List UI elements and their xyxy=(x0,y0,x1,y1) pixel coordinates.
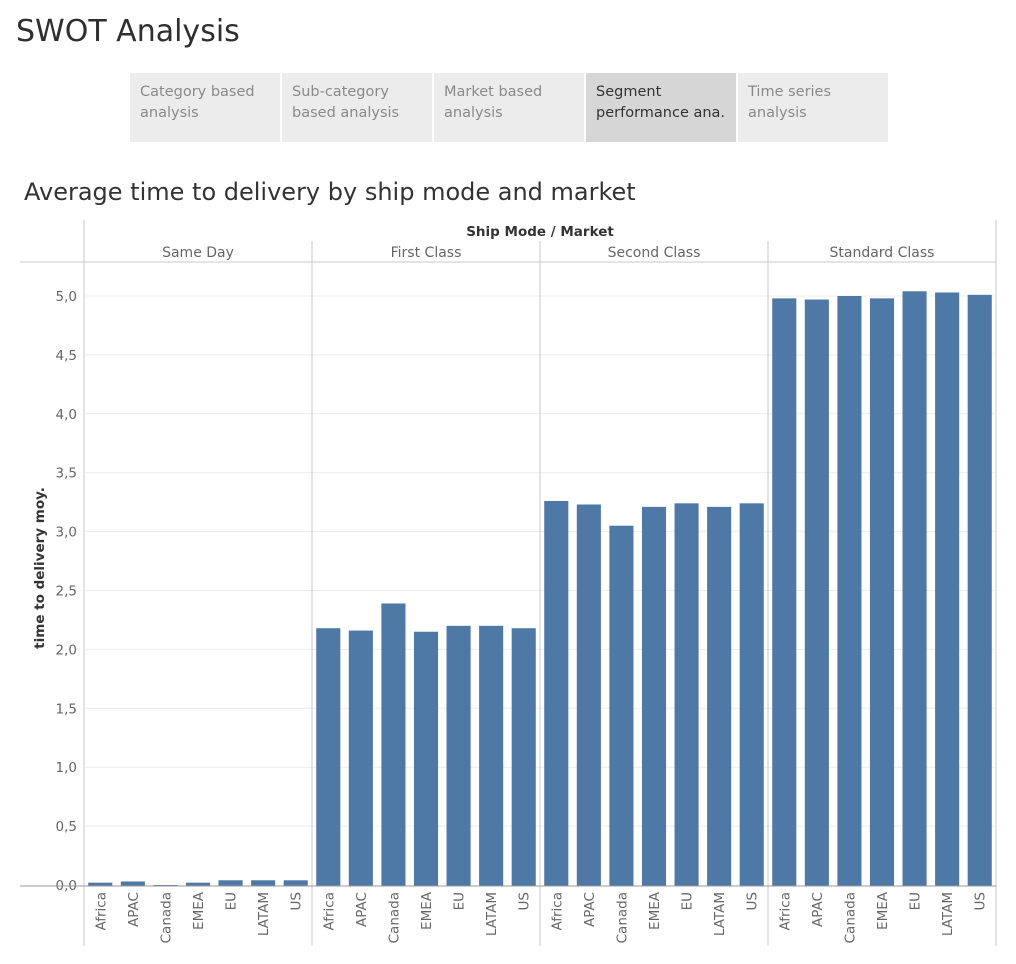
x-tick-label: EU xyxy=(680,892,696,910)
bar-second-class-apac xyxy=(576,504,601,886)
tab-label-line2: analysis xyxy=(748,105,807,121)
x-tick-label: US xyxy=(517,892,533,910)
group-label: Same Day xyxy=(162,245,234,261)
y-tick-label: 4,0 xyxy=(56,407,77,423)
x-tick-label: EMEA xyxy=(875,891,891,930)
x-tick-label: Africa xyxy=(777,892,793,931)
x-tick-label: LATAM xyxy=(256,892,272,936)
chart-title: Average time to delivery by ship mode an… xyxy=(24,178,636,206)
bar-standard-class-emea xyxy=(869,298,895,887)
x-tick-label: EMEA xyxy=(419,891,435,930)
y-tick-label: 5,0 xyxy=(56,289,77,305)
tab-label-line2: analysis xyxy=(140,105,199,121)
bar-standard-class-latam xyxy=(935,292,960,886)
y-tick-label: 3,5 xyxy=(56,466,77,482)
x-tick-label: EU xyxy=(452,892,468,910)
bar-first-class-apac xyxy=(348,630,373,886)
x-tick-label: EU xyxy=(224,892,240,910)
bar-first-class-canada xyxy=(381,603,406,886)
y-tick-label: 3,0 xyxy=(56,525,77,541)
bar-first-class-eu xyxy=(446,625,471,886)
dashboard-title: SWOT Analysis xyxy=(16,14,240,49)
bar-same-day-latam xyxy=(251,880,276,886)
bar-second-class-eu xyxy=(674,503,699,886)
bar-same-day-eu xyxy=(218,880,243,886)
x-tick-label: EU xyxy=(908,892,924,910)
bar-first-class-emea xyxy=(413,631,439,886)
x-tick-label: APAC xyxy=(582,892,598,927)
x-tick-label: Canada xyxy=(842,892,858,943)
tab-bar: Category based analysis Sub-category bas… xyxy=(130,73,888,142)
tab-label-line1: Market based xyxy=(444,84,543,100)
chart-header-label: Ship Mode / Market xyxy=(466,224,614,240)
bar-same-day-africa xyxy=(88,882,113,886)
bar-second-class-emea xyxy=(641,506,667,886)
x-tick-label: LATAM xyxy=(712,892,728,936)
bar-second-class-canada xyxy=(609,525,634,886)
y-tick-label: 0,5 xyxy=(56,819,77,835)
bar-standard-class-africa xyxy=(772,298,797,887)
y-tick-label: 2,0 xyxy=(56,642,77,658)
group-label: Second Class xyxy=(608,245,701,261)
bar-second-class-us xyxy=(739,503,764,886)
bar-second-class-latam xyxy=(707,506,732,886)
x-tick-label: US xyxy=(289,892,305,910)
tab-category-based-analysis[interactable]: Category based analysis xyxy=(130,73,280,142)
tab-segment-performance-analysis[interactable]: Segment performance ana.. xyxy=(586,73,736,142)
bar-standard-class-apac xyxy=(804,299,829,886)
x-tick-label: EMEA xyxy=(647,891,663,930)
bar-same-day-us xyxy=(283,880,308,886)
x-tick-label: Africa xyxy=(321,892,337,931)
x-tick-label: LATAM xyxy=(484,892,500,936)
x-tick-label: Africa xyxy=(549,892,565,931)
x-tick-label: LATAM xyxy=(940,892,956,936)
x-tick-label: APAC xyxy=(126,892,142,927)
y-axis-label: time to delivery moy. xyxy=(32,487,48,649)
group-label: Standard Class xyxy=(830,245,935,261)
y-tick-label: 4,5 xyxy=(56,348,77,364)
bar-standard-class-us xyxy=(967,294,992,886)
x-tick-label: Canada xyxy=(158,892,174,943)
tab-label-line2: based analysis xyxy=(292,105,400,121)
x-tick-label: US xyxy=(973,892,989,910)
tab-label-line2: analysis xyxy=(444,105,503,121)
tab-label-line1: Sub-category xyxy=(292,84,389,100)
bar-first-class-africa xyxy=(316,628,341,886)
bar-same-day-apac xyxy=(120,881,145,886)
y-tick-label: 1,0 xyxy=(56,760,77,776)
tab-label-line1: Category based xyxy=(140,84,255,100)
bar-same-day-emea xyxy=(185,882,211,886)
y-tick-label: 1,5 xyxy=(56,701,77,717)
x-tick-label: Canada xyxy=(386,892,402,943)
bar-first-class-latam xyxy=(479,625,504,886)
tab-time-series-analysis[interactable]: Time series analysis xyxy=(738,73,888,142)
bar-first-class-us xyxy=(511,628,536,886)
x-tick-label: US xyxy=(745,892,761,910)
x-tick-label: EMEA xyxy=(191,891,207,930)
x-tick-label: Africa xyxy=(93,892,109,931)
x-tick-label: APAC xyxy=(354,892,370,927)
tab-sub-category-based-analysis[interactable]: Sub-category based analysis xyxy=(282,73,432,142)
tab-market-based-analysis[interactable]: Market based analysis xyxy=(434,73,584,142)
x-tick-label: Canada xyxy=(614,892,630,943)
y-tick-label: 2,5 xyxy=(56,584,77,600)
tab-label-line1: Time series xyxy=(748,84,832,100)
x-tick-label: APAC xyxy=(810,892,826,927)
bar-standard-class-canada xyxy=(837,296,862,886)
group-label: First Class xyxy=(391,245,462,261)
tab-label-line1: Segment xyxy=(596,84,662,100)
tab-label-line2: performance ana.. xyxy=(596,105,726,121)
bar-standard-class-eu xyxy=(902,291,927,887)
bar-second-class-africa xyxy=(544,500,569,886)
